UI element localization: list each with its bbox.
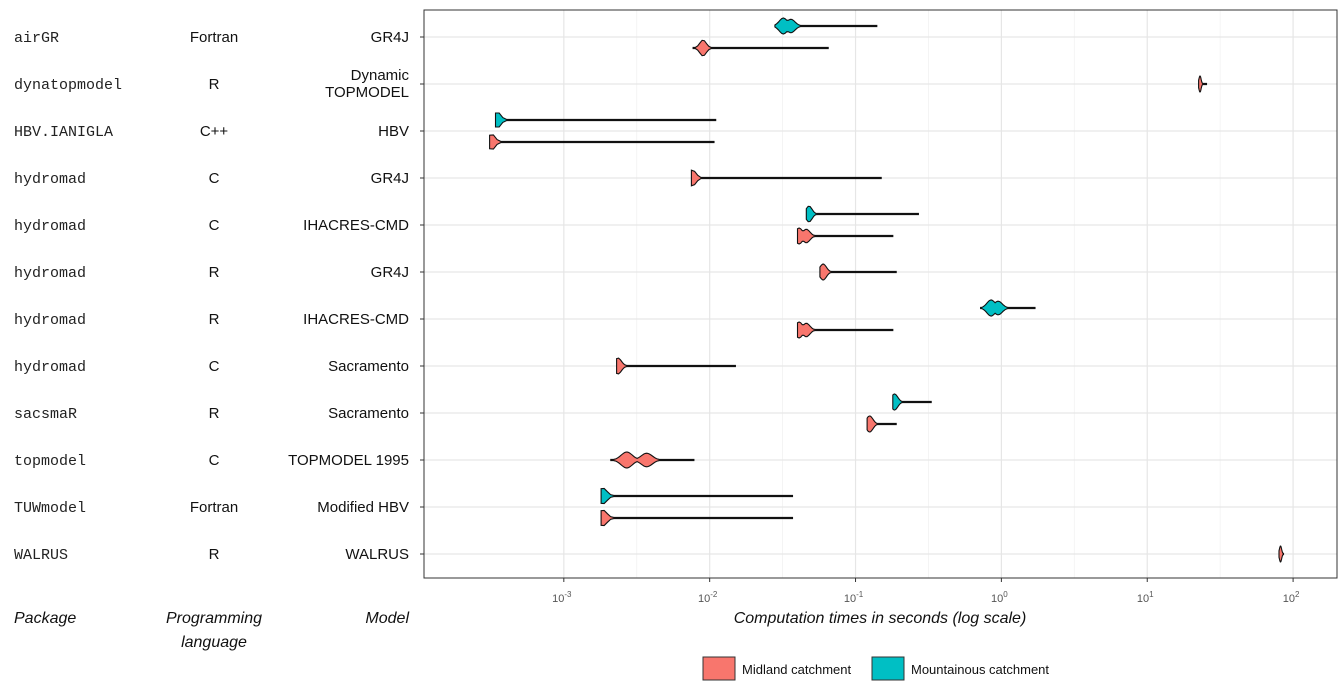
row-model-label: IHACRES-CMD	[303, 311, 409, 328]
x-tick-label: 10-3	[552, 590, 572, 605]
violin-mountain	[980, 299, 1036, 317]
row-language-label: C	[209, 452, 220, 469]
x-axis: 10-3 10-2 10-1 100 101 102	[552, 578, 1300, 605]
header-language-line1: Programming	[166, 610, 262, 627]
row-language-label: Fortran	[190, 29, 238, 46]
legend-label-mountain: Mountainous catchment	[911, 662, 1049, 677]
row-package-label: airGR	[14, 30, 59, 47]
row-package-label: TUWmodel	[14, 500, 86, 517]
row-package-label: dynatopmodel	[14, 77, 122, 94]
violin-mountain	[600, 487, 794, 505]
legend: Midland catchment Mountainous catchment	[702, 656, 1049, 681]
x-tick-label: 101	[1137, 590, 1154, 605]
row-model-label: Modified HBV	[317, 499, 409, 516]
violin-midland	[866, 415, 897, 433]
violin-midland	[796, 227, 894, 245]
row-model-label: TOPMODEL	[325, 84, 409, 101]
violin-midland	[1278, 545, 1285, 563]
x-tick-label: 10-2	[698, 590, 718, 605]
row-model-label: GR4J	[371, 29, 409, 46]
row-language-label: R	[209, 264, 220, 281]
x-tick-label: 100	[991, 590, 1008, 605]
row-model-label: IHACRES-CMD	[303, 217, 409, 234]
row-model-label: TOPMODEL 1995	[288, 452, 409, 469]
header-language-line2: language	[181, 634, 247, 651]
x-axis-title: Computation times in seconds (log scale)	[734, 610, 1027, 627]
row-language-label: R	[209, 311, 220, 328]
row-language-label: R	[209, 405, 220, 422]
row-language-label: R	[209, 546, 220, 563]
legend-swatch-mountain	[871, 656, 905, 681]
row-package-label: hydromad	[14, 312, 86, 329]
violin-midland	[616, 357, 736, 375]
violins	[489, 17, 1285, 563]
violin-mountain	[494, 112, 717, 128]
row-package-label: hydromad	[14, 171, 86, 188]
violin-midland	[600, 509, 794, 527]
violin-mountain	[774, 17, 878, 35]
header-model: Model	[365, 610, 409, 627]
row-model-label: Sacramento	[328, 358, 409, 375]
plot-panel-border	[423, 9, 1338, 579]
row-model-label: Dynamic	[351, 67, 410, 84]
row-package-label: topmodel	[14, 453, 86, 470]
row-model-label: HBV	[378, 123, 409, 140]
violin-midland	[692, 39, 829, 57]
violin-midland	[610, 451, 695, 469]
row-package-label: hydromad	[14, 265, 86, 282]
violin-mountain	[892, 393, 932, 411]
x-tick-label: 102	[1283, 590, 1300, 605]
row-model-label: GR4J	[371, 264, 409, 281]
row-language-label: R	[209, 76, 220, 93]
violin-midland	[796, 321, 894, 339]
x-tick-label: 10-1	[844, 590, 864, 605]
row-language-label: Fortran	[190, 499, 238, 516]
legend-swatch-midland	[702, 656, 736, 681]
violin-midland	[690, 169, 882, 187]
row-model-label: Sacramento	[328, 405, 409, 422]
violin-midland	[1198, 75, 1208, 93]
row-model-label: GR4J	[371, 170, 409, 187]
violin-midland	[819, 263, 897, 281]
plot-panel	[424, 10, 1337, 578]
header-package: Package	[14, 610, 76, 627]
row-package-label: HBV.IANIGLA	[14, 124, 113, 141]
row-model-label: WALRUS	[345, 546, 409, 563]
violin-mountain	[805, 205, 919, 223]
legend-label-midland: Midland catchment	[742, 662, 851, 677]
row-package-label: hydromad	[14, 359, 86, 376]
gridlines	[424, 10, 1337, 578]
row-language-label: C	[209, 217, 220, 234]
row-language-label: C	[209, 358, 220, 375]
row-package-label: hydromad	[14, 218, 86, 235]
row-package-label: WALRUS	[14, 547, 68, 564]
row-language-label: C	[209, 170, 220, 187]
row-package-label: sacsmaR	[14, 406, 77, 423]
row-language-label: C++	[200, 123, 229, 140]
violin-midland	[489, 134, 715, 150]
